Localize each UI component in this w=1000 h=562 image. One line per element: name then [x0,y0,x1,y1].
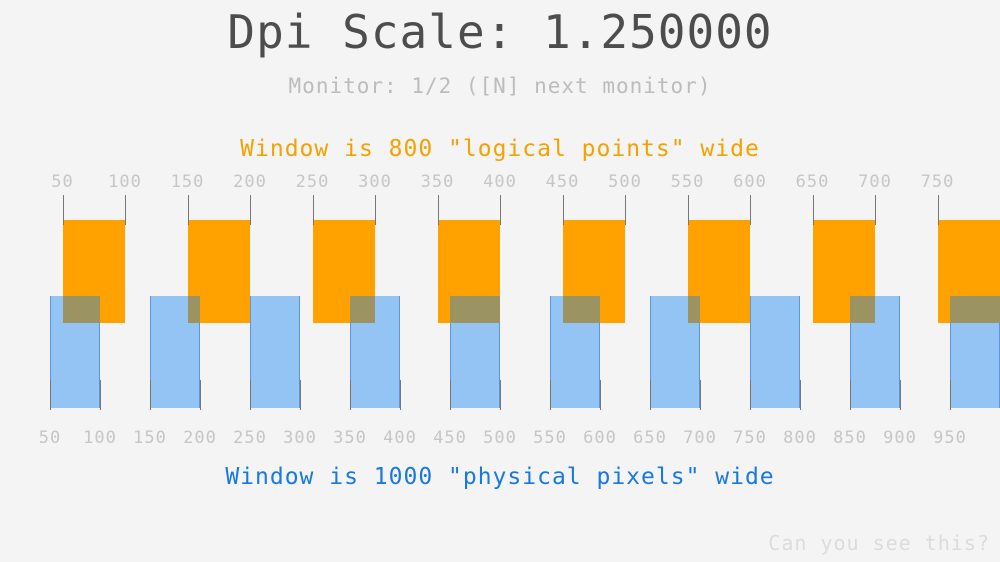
physical-tick-label: 500 [483,428,517,448]
physical-tick-line [450,380,451,410]
logical-points-axis-label: Window is 800 "logical points" wide [240,136,760,162]
logical-tick-label: 600 [733,172,767,192]
logical-tick-label: 500 [608,172,642,192]
logical-tick-line [437,195,439,225]
bar-overlap-region [562,296,600,323]
logical-tick-line [125,195,126,225]
logical-tick-label: 400 [483,172,517,192]
page-title: Dpi Scale: 1.250000 [227,5,773,59]
bar-overlap-region [850,296,875,323]
bar-overlap-region [350,296,375,323]
physical-tick-line [100,380,101,410]
physical-tick-label: 200 [183,428,217,448]
logical-tick-line [312,195,314,225]
logical-tick-label: 100 [108,172,142,192]
logical-tick-line [625,195,626,225]
logical-tick-line [937,195,939,225]
logical-tick-line [187,195,189,225]
physical-tick-label: 450 [433,428,467,448]
logical-tick-label: 750 [920,172,955,192]
logical-tick-line [875,195,876,225]
bar-overlap-region [187,296,200,323]
physical-tick-line [50,380,51,410]
logical-tick-line [562,195,564,225]
physical-tick-label: 650 [633,428,667,448]
physical-tick-line [350,380,351,410]
physical-tick-line [250,380,251,410]
physical-pixel-bar [750,296,800,408]
physical-tick-label: 750 [733,428,767,448]
logical-tick-label: 150 [170,172,205,192]
physical-pixel-bar [250,296,300,408]
logical-tick-line [750,195,751,225]
physical-tick-line [700,380,701,410]
physical-tick-line [200,380,201,410]
physical-tick-line [900,380,901,410]
physical-tick-label: 800 [783,428,817,448]
physical-tick-label: 950 [933,428,967,448]
logical-tick-line [812,195,814,225]
logical-tick-line [250,195,251,225]
physical-tick-line [950,380,951,410]
physical-tick-label: 50 [38,428,62,448]
logical-tick-label: 200 [233,172,267,192]
bar-overlap-region [687,296,700,323]
physical-tick-label: 100 [83,428,117,448]
logical-tick-label: 350 [420,172,455,192]
physical-tick-label: 850 [833,428,867,448]
monitor-status-text: Monitor: 1/2 ([N] next monitor) [288,74,712,98]
logical-tick-label: 450 [545,172,580,192]
bar-overlap-region [62,296,100,323]
physical-tick-label: 400 [383,428,417,448]
physical-tick-line [500,380,501,410]
physical-tick-line [800,380,801,410]
logical-tick-line [687,195,689,225]
logical-tick-label: 300 [358,172,392,192]
physical-tick-line [600,380,601,410]
logical-tick-label: 50 [51,172,74,192]
logical-tick-line [375,195,376,225]
physical-tick-label: 350 [333,428,367,448]
physical-tick-label: 900 [883,428,917,448]
physical-tick-line [550,380,551,410]
physical-tick-label: 550 [533,428,567,448]
logical-tick-label: 550 [670,172,705,192]
legibility-note: Can you see this? [768,531,990,555]
physical-pixels-axis-label: Window is 1000 "physical pixels" wide [225,464,775,490]
bar-overlap-region [450,296,500,323]
physical-tick-label: 300 [283,428,317,448]
physical-tick-label: 150 [133,428,167,448]
physical-tick-label: 700 [683,428,717,448]
logical-tick-label: 250 [295,172,330,192]
logical-tick-label: 650 [795,172,830,192]
physical-tick-label: 250 [233,428,267,448]
bar-overlap-region [950,296,1000,323]
logical-tick-line [500,195,501,225]
logical-tick-label: 700 [858,172,892,192]
dual-ruler-chart: 50 100 150 200 250 300 350 400 450 500 550 600 650 70… [0,170,1000,448]
physical-tick-line [650,380,651,410]
physical-tick-line [400,380,401,410]
physical-tick-line [150,380,151,410]
physical-tick-line [850,380,851,410]
physical-tick-line [750,380,751,410]
logical-tick-line [62,195,64,225]
physical-tick-label: 600 [583,428,617,448]
physical-tick-line [300,380,301,410]
